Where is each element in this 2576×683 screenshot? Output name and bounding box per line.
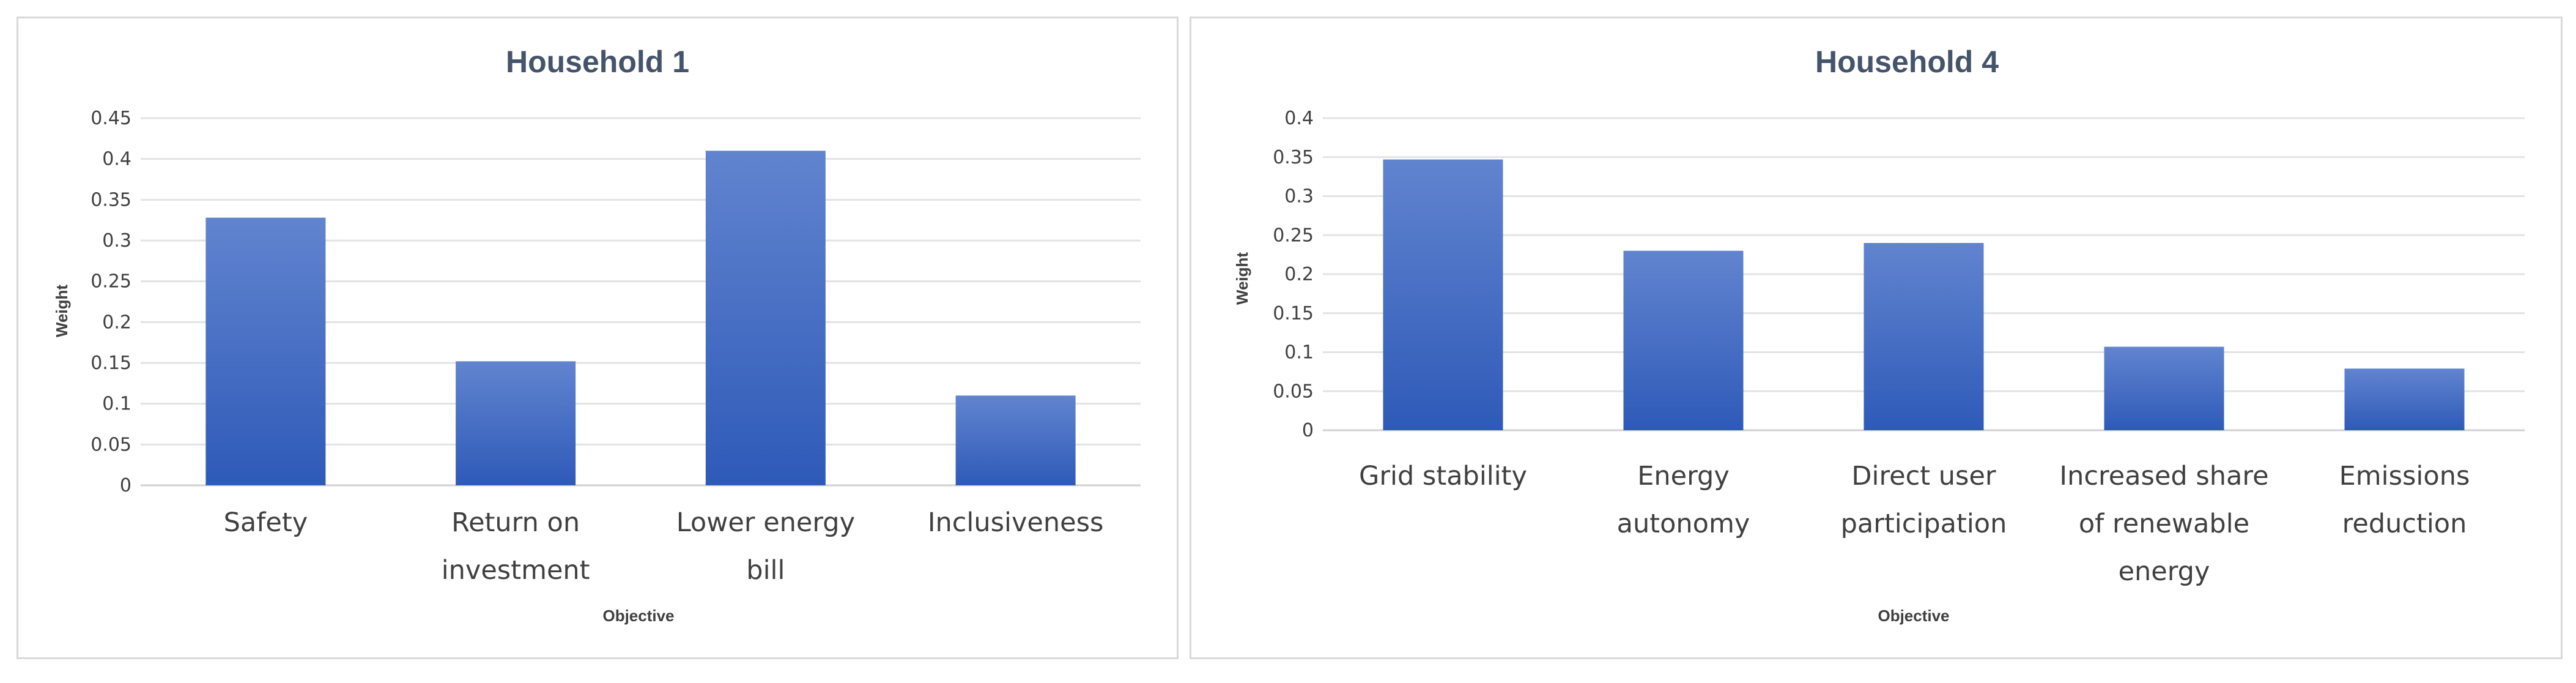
y-tick-label: 0.45 [91,108,131,129]
bar [705,151,826,486]
y-axis-label: Weight [1233,252,1251,305]
y-tick-label: 0.2 [102,312,131,333]
chart-title: Household 1 [506,45,689,79]
x-tick-label: Increased share of renewable energy [2059,461,2268,587]
y-tick-label: 0.05 [91,434,131,455]
bar [1864,243,1984,430]
y-tick-label: 0.1 [1284,342,1314,364]
chart-household-1-svg: Household 1 Weight Objective 0 0.05 0.1 0.1… [53,45,1141,625]
x-tick-label: Energy autonomy [1617,461,1750,539]
chart-title: Household 4 [1815,45,1999,79]
y-tick-label: 0.3 [1284,186,1314,207]
y-tick-label: 0 [1302,420,1314,441]
chart-household-1: Household 1 Weight Objective 0 0.05 0.1 0.1… [17,17,1179,659]
y-tick-label: 0.1 [102,394,131,415]
x-tick-label: Safety [224,507,308,538]
y-tick-label: 0.4 [1284,108,1314,129]
x-tick-label: Lower energy bill [676,507,855,586]
bar [2104,346,2224,430]
x-tick-label: Grid stability [1359,461,1527,491]
y-tick-label: 0.35 [1273,147,1314,168]
y-tick-label: 0.35 [91,189,131,211]
bar [955,395,1076,485]
y-tick-label: 0 [120,475,131,496]
chart-household-4: Household 4 Weight Objective 0 0.05 0.1 0.1… [1190,17,2563,659]
x-axis-label: Objective [1878,606,1949,625]
y-tick-label: 0.2 [1284,264,1314,285]
x-axis-label: Objective [602,606,674,625]
bar [456,361,576,485]
x-tick-label: Direct user participation [1841,461,2007,539]
y-tick-label: 0.15 [1273,303,1314,324]
y-tick-label: 0.3 [102,230,131,252]
bar [1383,159,1503,430]
y-tick-label: 0.05 [1273,381,1314,402]
bar [2344,368,2465,430]
y-tick-label: 0.15 [91,353,131,374]
y-tick-label: 0.25 [91,271,131,293]
bar [1623,250,1744,430]
y-tick-label: 0.25 [1273,225,1314,246]
x-tick-label: Return on investment [442,507,590,586]
y-tick-label: 0.4 [102,149,131,170]
bar [205,217,326,485]
x-tick-label: Inclusiveness [928,507,1104,538]
chart-household-4-svg: Household 4 Weight Objective 0 0.05 0.1 0.1… [1233,45,2525,625]
x-tick-label: Emissions reduction [2339,461,2470,539]
y-axis-label: Weight [53,285,71,338]
